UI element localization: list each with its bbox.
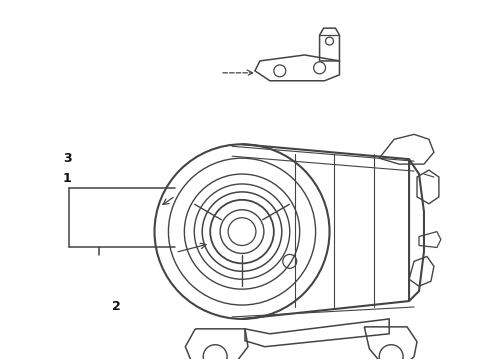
Text: 3: 3 xyxy=(63,152,72,165)
Text: 2: 2 xyxy=(112,300,120,313)
Text: 1: 1 xyxy=(63,172,72,185)
